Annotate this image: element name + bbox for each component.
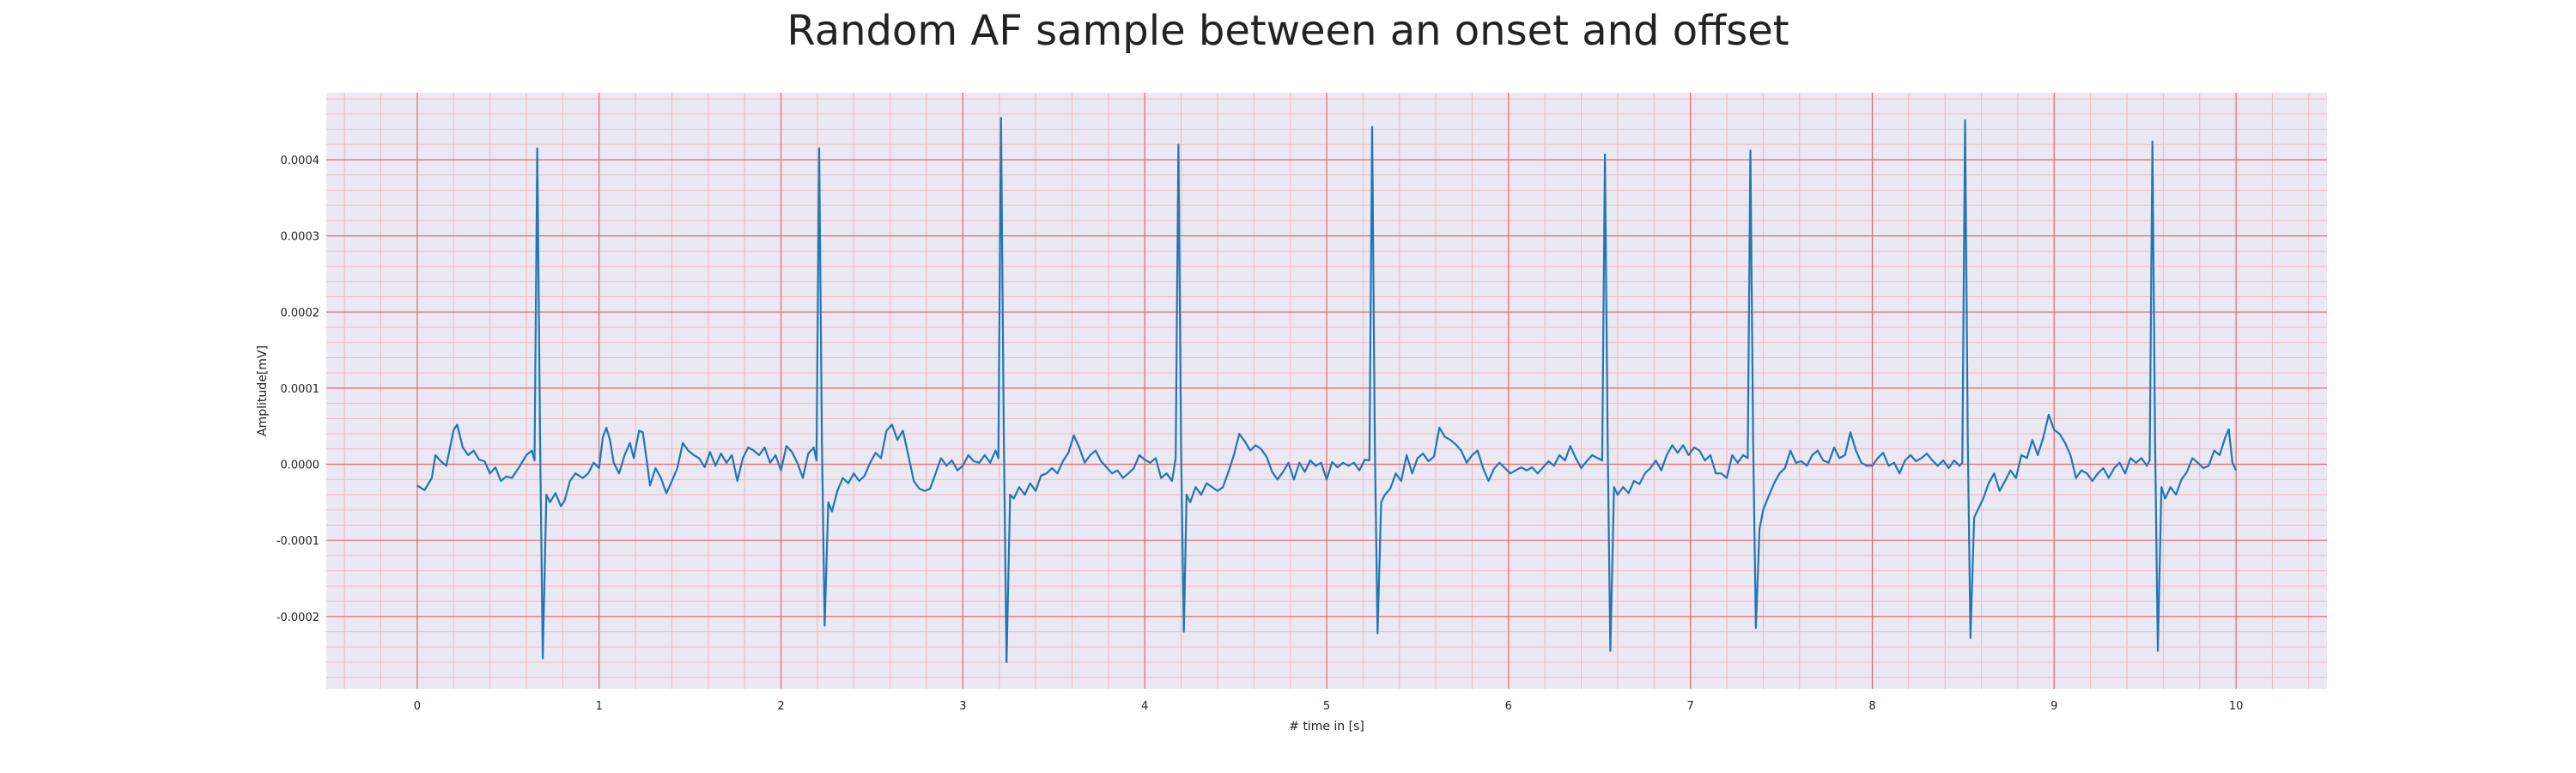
y-axis-label: Amplitude[mV] xyxy=(256,345,270,436)
x-tick-label: 7 xyxy=(1686,700,1693,713)
y-tick-label: 0.0001 xyxy=(281,383,320,396)
y-tick-label: -0.0001 xyxy=(276,535,319,548)
ecg-signal-line xyxy=(416,117,2238,664)
x-tick-label: 0 xyxy=(414,700,421,713)
major-grid xyxy=(326,93,2327,689)
x-tick-label: 4 xyxy=(1141,700,1148,713)
x-tick-label: 9 xyxy=(2050,700,2057,713)
chart-title: Random AF sample between an onset and of… xyxy=(787,7,1789,55)
x-tick-label: 2 xyxy=(777,700,784,713)
x-axis-label: # time in [s] xyxy=(1289,720,1364,733)
x-tick-label: 3 xyxy=(959,700,966,713)
y-tick-label: -0.0002 xyxy=(276,612,319,624)
y-tick-label: 0.0004 xyxy=(281,155,320,167)
y-tick-label: 0.0003 xyxy=(281,231,320,244)
x-tick-label: 1 xyxy=(596,700,603,713)
y-tick-label: 0.0002 xyxy=(281,307,320,320)
x-tick-label: 5 xyxy=(1323,700,1330,713)
y-tick-label: 0.0000 xyxy=(281,460,320,472)
x-tick-label: 8 xyxy=(1868,700,1875,713)
x-axis-ticks: 0 1 2 3 4 5 6 7 8 9 10 xyxy=(414,700,2244,713)
x-tick-label: 10 xyxy=(2229,700,2244,713)
y-axis-ticks: -0.0002 -0.0001 0.0000 0.0001 0.0002 0.0003 0.… xyxy=(276,155,319,624)
x-tick-label: 6 xyxy=(1505,700,1512,713)
